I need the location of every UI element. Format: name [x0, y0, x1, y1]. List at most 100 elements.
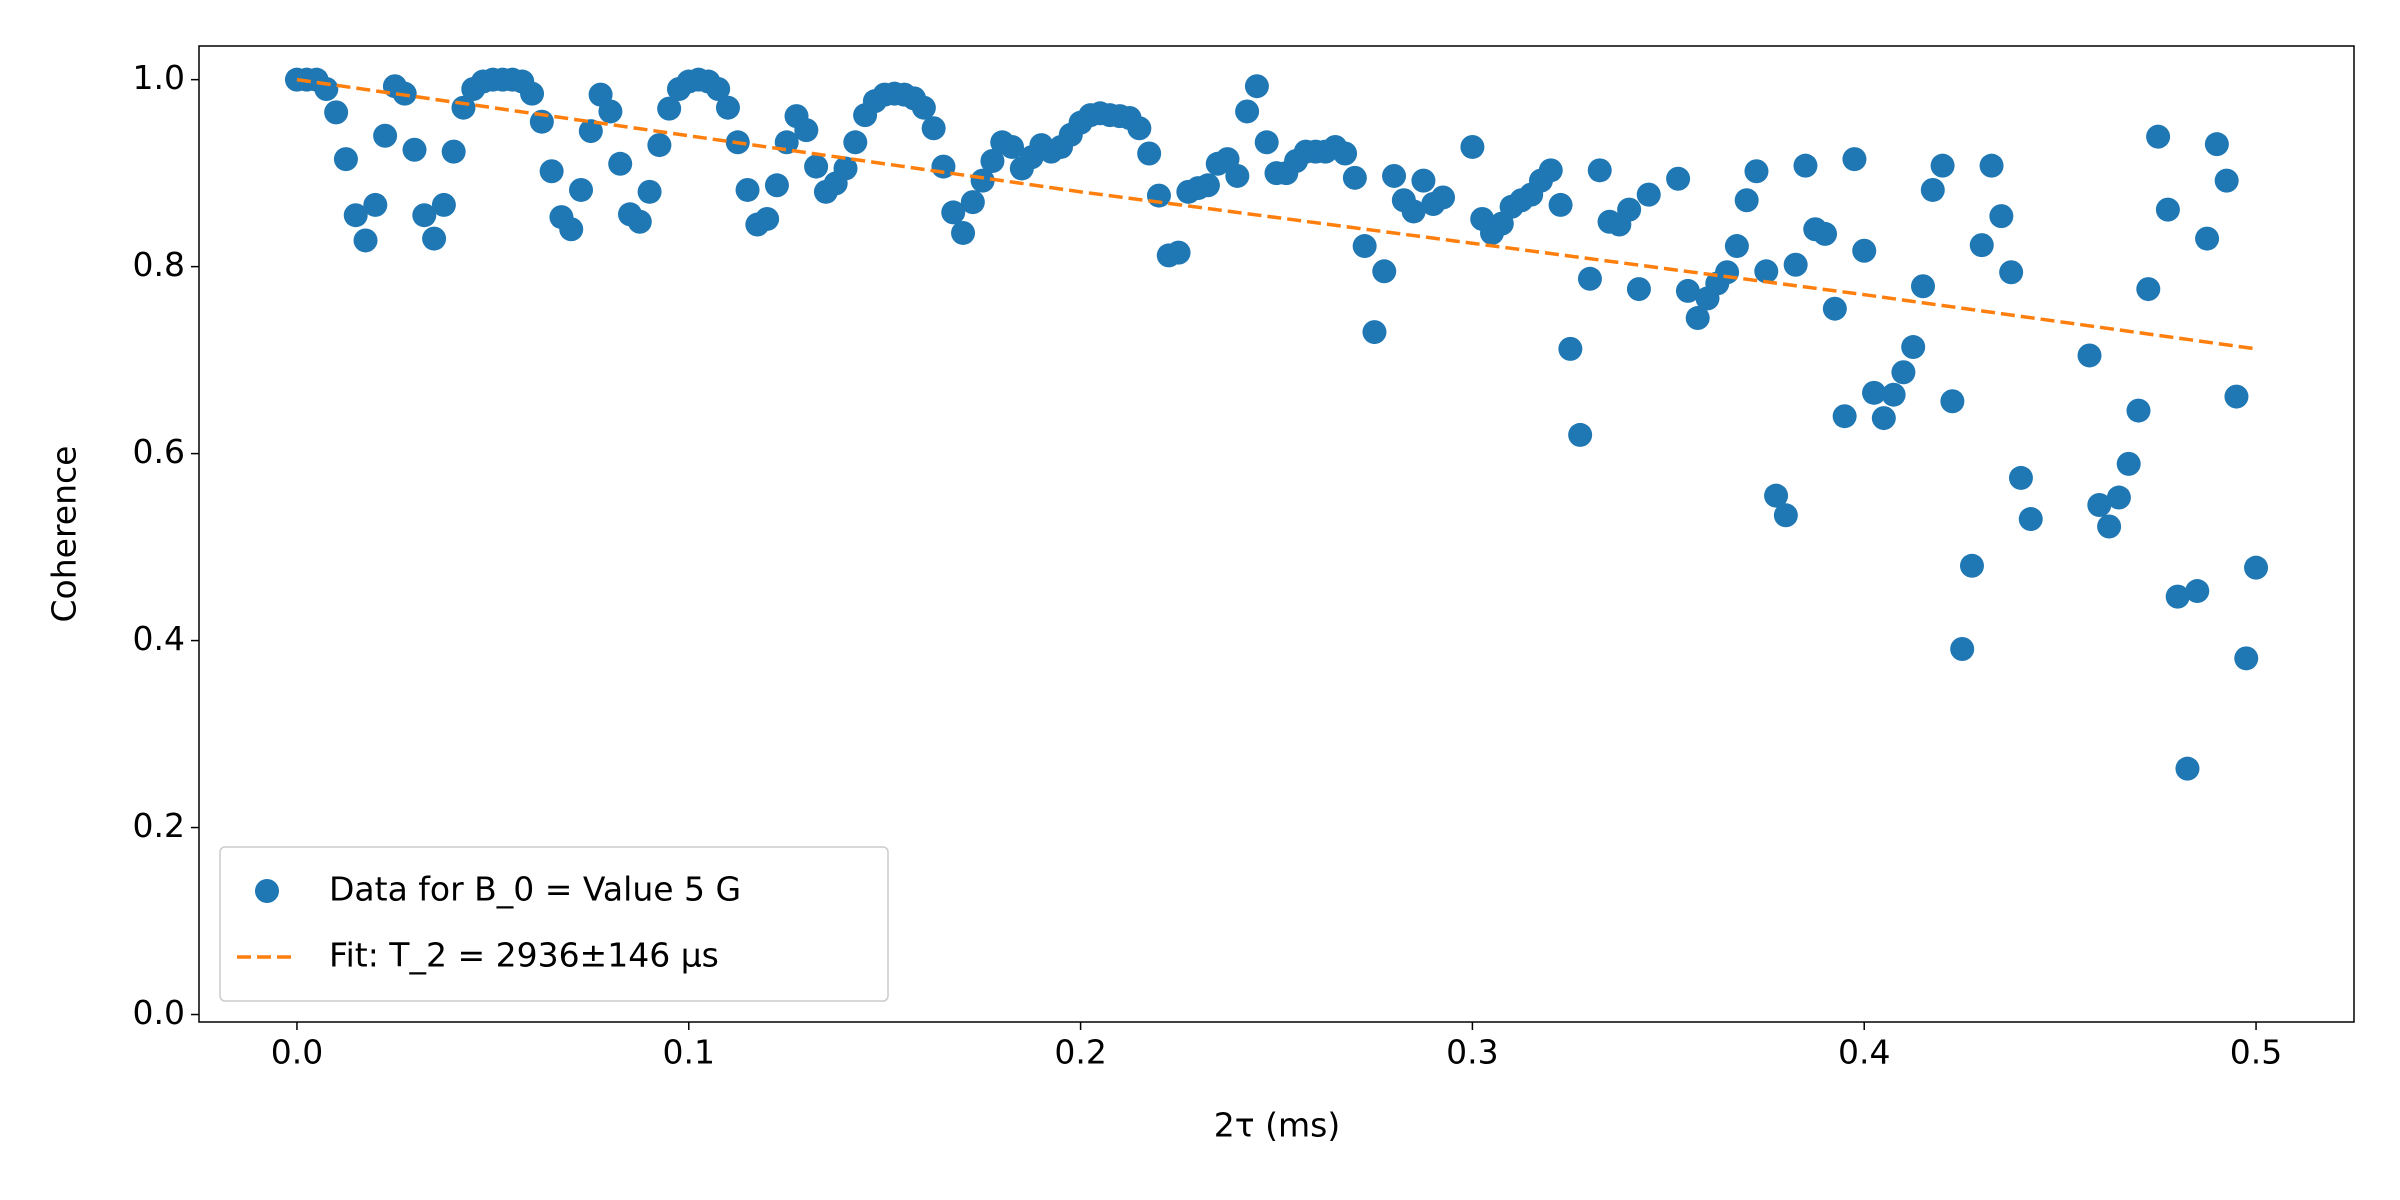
- y-tick-label: 0.6: [133, 432, 185, 471]
- data-point: [1675, 278, 1700, 303]
- data-point: [1989, 204, 2014, 229]
- data-point: [627, 209, 652, 234]
- data-point: [1372, 259, 1397, 284]
- data-point: [2097, 514, 2122, 539]
- data-point: [1813, 221, 1838, 246]
- data-point: [1911, 274, 1935, 299]
- legend-marker: [255, 879, 279, 903]
- x-tick-label: 0.5: [2230, 1033, 2282, 1072]
- data-point: [1577, 266, 1602, 291]
- data-point: [2146, 124, 2171, 149]
- data-point: [1969, 233, 1994, 258]
- data-point: [2126, 398, 2151, 423]
- data-point: [1225, 163, 1250, 188]
- data-point: [1137, 141, 1162, 166]
- data-point: [353, 228, 378, 253]
- data-point: [1254, 130, 1279, 155]
- data-point: [1793, 153, 1818, 178]
- data-point: [1617, 197, 1642, 222]
- data-point: [2185, 579, 2210, 604]
- data-point: [2106, 485, 2131, 510]
- data-point: [1431, 185, 1456, 210]
- data-point: [441, 139, 466, 164]
- data-point: [1715, 260, 1740, 285]
- data-point: [422, 226, 447, 251]
- x-tick-label: 0.4: [1838, 1033, 1890, 1072]
- fit-line: [296, 77, 2257, 351]
- data-point: [921, 116, 946, 141]
- data-point: [1342, 165, 1367, 190]
- data-point: [1852, 238, 1877, 263]
- data-point: [2244, 555, 2269, 580]
- data-point: [1979, 153, 2004, 178]
- data-point: [647, 133, 672, 158]
- legend-label: Fit: T_2 = 2936±146 μs: [329, 936, 719, 975]
- data-point: [431, 192, 456, 217]
- data-point: [363, 192, 388, 217]
- data-point: [1754, 259, 1779, 284]
- data-point: [1832, 404, 1857, 429]
- data-point: [794, 118, 819, 143]
- data-point: [598, 99, 623, 124]
- data-point: [1783, 252, 1808, 277]
- y-axis-label: Coherence: [45, 446, 84, 623]
- data-point: [941, 200, 966, 225]
- data-point: [1460, 134, 1485, 159]
- data-point: [1685, 306, 1710, 331]
- x-tick-label: 0.2: [1054, 1033, 1106, 1072]
- y-tick-label: 0.0: [133, 993, 185, 1032]
- data-point: [2116, 451, 2141, 476]
- data-point: [1822, 296, 1847, 321]
- data-point: [1744, 159, 1769, 184]
- data-point: [343, 203, 368, 228]
- data-point: [1920, 177, 1945, 202]
- data-point: [1235, 99, 1260, 124]
- data-point: [1146, 183, 1171, 208]
- axes-frame: [198, 45, 2355, 1023]
- data-point: [2204, 132, 2229, 157]
- data-point: [843, 130, 868, 155]
- legend: Data for B_0 = Value 5 G Fit: T_2 = 2936±…: [219, 846, 889, 1002]
- data-point: [608, 151, 633, 176]
- x-axis-label: 2τ (ms): [1214, 1106, 1340, 1145]
- data-point: [1734, 188, 1759, 213]
- data-point: [1666, 166, 1691, 191]
- data-point: [2018, 507, 2043, 532]
- x-tick-label: 0.1: [663, 1033, 715, 1072]
- data-point: [1999, 260, 2024, 285]
- data-point: [520, 81, 545, 106]
- data-point: [1127, 116, 1152, 141]
- data-point: [1881, 382, 1906, 407]
- data-point: [1901, 335, 1926, 360]
- data-point: [1244, 74, 1269, 99]
- data-point: [373, 123, 398, 148]
- data-point: [706, 77, 731, 102]
- legend-box: [219, 846, 889, 1002]
- data-point: [1166, 240, 1191, 265]
- data-point: [1333, 141, 1358, 166]
- data-point: [970, 168, 995, 193]
- data-point: [1773, 503, 1798, 528]
- data-point: [2214, 168, 2239, 193]
- data-point: [2136, 277, 2161, 302]
- data-point: [1401, 199, 1426, 224]
- data-point: [559, 217, 584, 242]
- data-point: [1950, 636, 1975, 661]
- y-tick-label: 0.2: [133, 806, 185, 845]
- data-point: [951, 220, 976, 245]
- data-point: [333, 147, 358, 172]
- data-point: [1891, 360, 1916, 385]
- data-point: [2195, 226, 2220, 251]
- data-point: [637, 179, 662, 204]
- data-point: [833, 156, 858, 181]
- data-point: [2224, 384, 2249, 409]
- data-point: [324, 100, 349, 125]
- data-point: [402, 137, 427, 162]
- data-point: [1548, 192, 1573, 217]
- data-point: [1587, 158, 1612, 183]
- data-point: [1362, 320, 1387, 345]
- data-point: [1842, 147, 1867, 172]
- data-point: [1871, 406, 1896, 431]
- data-point: [980, 148, 1005, 173]
